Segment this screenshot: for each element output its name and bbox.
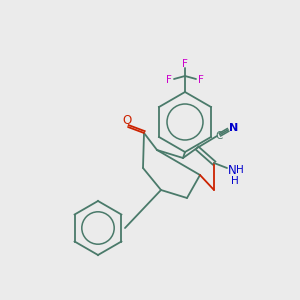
Text: N: N xyxy=(228,164,236,178)
Text: H: H xyxy=(231,176,239,186)
Text: N: N xyxy=(230,123,238,133)
Text: C: C xyxy=(215,131,223,141)
Text: F: F xyxy=(182,59,188,69)
Text: F: F xyxy=(166,75,172,85)
Text: O: O xyxy=(122,113,132,127)
Text: H: H xyxy=(236,165,244,175)
Text: F: F xyxy=(198,75,204,85)
